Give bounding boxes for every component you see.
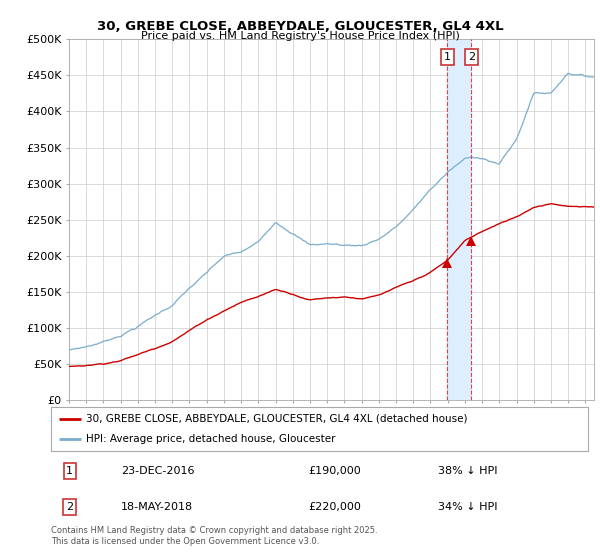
Text: HPI: Average price, detached house, Gloucester: HPI: Average price, detached house, Glou… [86,434,335,444]
Text: 18-MAY-2018: 18-MAY-2018 [121,502,193,512]
Text: 1: 1 [444,52,451,62]
Text: £190,000: £190,000 [309,466,362,476]
Text: Price paid vs. HM Land Registry's House Price Index (HPI): Price paid vs. HM Land Registry's House … [140,31,460,41]
Text: 23-DEC-2016: 23-DEC-2016 [121,466,194,476]
Text: 30, GREBE CLOSE, ABBEYDALE, GLOUCESTER, GL4 4XL: 30, GREBE CLOSE, ABBEYDALE, GLOUCESTER, … [97,20,503,32]
Text: 2: 2 [66,502,73,512]
Text: 30, GREBE CLOSE, ABBEYDALE, GLOUCESTER, GL4 4XL (detached house): 30, GREBE CLOSE, ABBEYDALE, GLOUCESTER, … [86,414,467,424]
Text: 34% ↓ HPI: 34% ↓ HPI [437,502,497,512]
Bar [448,39,472,400]
Text: 38% ↓ HPI: 38% ↓ HPI [437,466,497,476]
Text: Contains HM Land Registry data © Crown copyright and database right 2025.
This d: Contains HM Land Registry data © Crown c… [51,526,377,546]
Text: 1: 1 [66,466,73,476]
Text: £220,000: £220,000 [309,502,362,512]
Text: 2: 2 [468,52,475,62]
